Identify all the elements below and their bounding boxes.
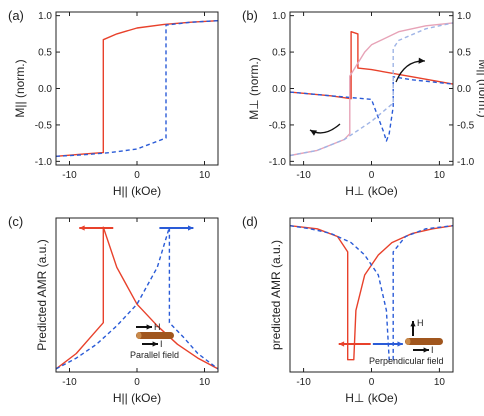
panel-c-xtick-label: -10	[62, 377, 77, 388]
panel-b-ylabel: M⊥ (norm.)	[247, 57, 261, 119]
panel-c-i-mark: I	[160, 339, 163, 349]
panel-b-ytick-label-right: -0.5	[457, 120, 475, 131]
panel-d: -10 0 10 (d) H⊥ (kOe) predicted AMR (a.u.) H IP…	[242, 214, 454, 405]
panel-d-current-arrow-head	[423, 347, 429, 353]
panel-b-ytick-label: -0.5	[269, 120, 287, 131]
panel-a-ytick-label: 0.5	[38, 48, 52, 59]
panel-b-arrow-right-axis-head	[418, 57, 425, 64]
panel-d-xtick-label: 10	[434, 377, 446, 388]
panel-b-xtick-label: -10	[296, 170, 311, 181]
panel-c-annotation: Parallel field	[130, 350, 179, 360]
panel-a-frame	[55, 11, 219, 166]
panel-c-ylabel: Predicted AMR (a.u.)	[35, 239, 49, 350]
panel-c-wire-end	[136, 332, 142, 339]
panel-c-blue-arrow-head	[187, 225, 194, 231]
panel-a-ytick-label: 0.0	[38, 84, 52, 95]
panel-c-wire	[136, 332, 174, 339]
panel-c: -10 0 10 (c) H|| (kOe) Predicted AMR (a.u.) HI…	[8, 214, 219, 405]
panel-a-series-blue-line	[55, 20, 219, 157]
panel-d-h-mark: H	[417, 318, 424, 328]
panel-d-blue-arrow-head	[397, 341, 403, 347]
panel-b-ytick-label: 1.0	[272, 11, 286, 22]
panel-c-xtick-label: 0	[134, 377, 140, 388]
panel-b-ylabel-right: M|| (norm.)	[476, 59, 484, 117]
panel-d-wire	[405, 338, 443, 345]
panel-b-ytick-label-right: 1.0	[457, 11, 471, 22]
panel-a-series-red-line	[55, 20, 219, 157]
panel-a-xlabel: H|| (kOe)	[113, 184, 161, 198]
panel-a-xtick-label: 10	[199, 170, 211, 181]
panel-a-ytick-label: 1.0	[38, 11, 52, 22]
panel-b-xtick-label: 10	[434, 170, 446, 181]
panel-d-xtick-label: -10	[296, 377, 311, 388]
panel-d-xtick-label: 0	[369, 377, 375, 388]
panel-b-series-red-line	[289, 31, 454, 100]
panel-b-xlabel: H⊥ (kOe)	[345, 184, 397, 198]
panel-a-label: (a)	[8, 8, 24, 23]
panel-c-series-red-line	[55, 226, 219, 370]
panel-d-red-arrow-head	[338, 341, 345, 347]
panel-b-ytick-label-right: 0.5	[457, 48, 471, 59]
panel-b-frame	[289, 11, 454, 166]
panel-c-series-blue-line	[55, 226, 219, 370]
panel-b: -10 0 10 -1.0 -1.0 -0.5 -0.5 0.0 0.0 0.5 0.5 1.0 1.0…	[242, 8, 484, 198]
panel-b-arrow-left-axis-head	[310, 130, 317, 136]
panel-d-i-mark: I	[431, 345, 434, 355]
panel-b-ytick-label: 0.0	[272, 84, 286, 95]
panel-c-field-arrow-head	[146, 324, 152, 330]
panel-d-frame	[289, 217, 454, 373]
panel-a: -10 0 10 -1.0 -0.5 0.0 0.5 1.0 (a) H|| (kOe) M|| (…	[8, 8, 219, 198]
panel-d-field-arrow-head	[410, 321, 416, 327]
panel-b-label: (b)	[242, 8, 258, 23]
panel-d-label: (d)	[242, 214, 258, 229]
panel-c-current-arrow-head	[152, 341, 158, 347]
panel-c-red-arrow-head	[79, 225, 85, 231]
panel-b-series-pink-line	[289, 22, 454, 157]
panel-a-xtick-label: -10	[62, 170, 77, 181]
panel-c-xlabel: H|| (kOe)	[113, 391, 161, 405]
panel-d-ylabel: predicted AMR (a.u.)	[269, 240, 283, 350]
panel-a-xtick-label: 0	[134, 170, 140, 181]
panel-b-ytick-label-right: -1.0	[457, 157, 475, 168]
panel-d-wire-end	[405, 338, 411, 345]
panel-b-ytick-label: -1.0	[269, 157, 287, 168]
panel-c-xtick-label: 10	[199, 377, 211, 388]
panel-b-ytick-label: 0.5	[272, 48, 286, 59]
panel-b-series-blue-line	[289, 76, 454, 142]
panel-a-ylabel: M|| (norm.)	[13, 59, 27, 117]
panel-d-annotation: Perpendicular field	[369, 356, 444, 366]
panel-d-series-blue-line	[289, 225, 454, 361]
panel-a-ytick-label: -0.5	[35, 120, 53, 131]
panel-c-label: (c)	[8, 214, 23, 229]
panel-d-xlabel: H⊥ (kOe)	[345, 391, 397, 405]
panel-a-ytick-label: -1.0	[35, 157, 53, 168]
panel-b-series-lightblue-line	[289, 22, 454, 157]
panel-b-xtick-label: 0	[369, 170, 375, 181]
panel-b-ytick-label-right: 0.0	[457, 84, 471, 95]
panel-c-h-mark: H	[154, 322, 161, 332]
